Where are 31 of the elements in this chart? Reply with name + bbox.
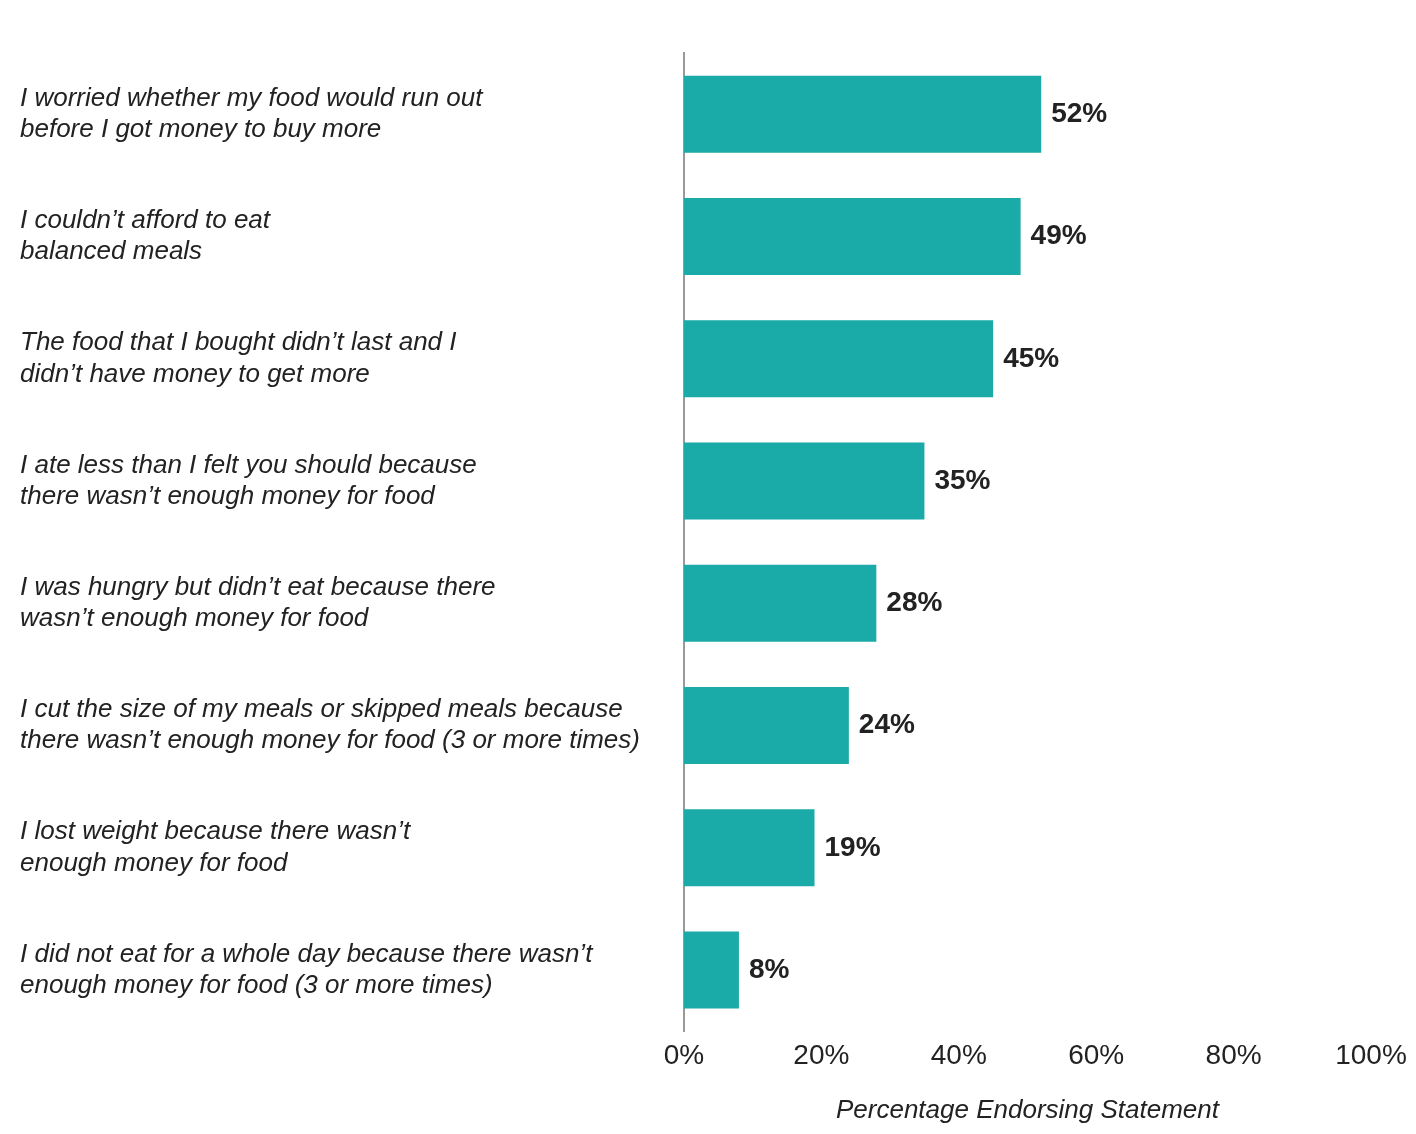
bar: [683, 809, 815, 887]
y-tick-label: I was hungry but didn’t eat because there wasn’t enough money for food: [20, 570, 496, 633]
data-label: 35%: [934, 463, 991, 495]
x-tick-label: 20%: [793, 1038, 850, 1070]
data-label: 19%: [824, 830, 881, 862]
bar: [683, 198, 1021, 276]
y-tick-label: I cut the size of my meals or skipped meals because there wasn’t enough money for food (3 or more times): [20, 693, 640, 755]
data-label: 49%: [1030, 219, 1087, 251]
data-label: 45%: [1003, 341, 1060, 373]
data-label: 28%: [886, 586, 943, 618]
data-label: 24%: [858, 708, 915, 740]
bar: [683, 442, 925, 520]
data-label: 8%: [748, 952, 790, 984]
x-tick-label: 0%: [663, 1038, 705, 1070]
x-tick-label: 80%: [1205, 1038, 1262, 1070]
y-tick-label: I couldn’t afford to eat balanced meals: [20, 204, 272, 266]
bar: [683, 687, 849, 765]
x-tick-label: 40%: [930, 1038, 987, 1070]
y-tick-label: I lost weight because there wasn’t enough money for food: [20, 815, 412, 877]
bar: [683, 931, 739, 1009]
bar: [683, 320, 994, 398]
bar: [683, 564, 877, 642]
y-tick-label: The food that I bought didn’t last and I didn’t have money to get more: [20, 326, 457, 388]
y-tick-label: I worried whether my food would run out before I got money to buy more: [20, 81, 485, 144]
y-tick-label: I ate less than I felt you should because there wasn’t enough money for food: [20, 448, 477, 510]
y-tick-label: I did not eat for a whole day because there wasn’t enough money for food (3 or more times): [20, 937, 595, 999]
bar: [683, 75, 1042, 153]
x-tick-label: 60%: [1068, 1038, 1125, 1070]
x-axis-title: Percentage Endorsing Statement: [835, 1093, 1221, 1124]
data-label: 52%: [1051, 97, 1108, 129]
x-tick-label: 100%: [1335, 1038, 1407, 1070]
